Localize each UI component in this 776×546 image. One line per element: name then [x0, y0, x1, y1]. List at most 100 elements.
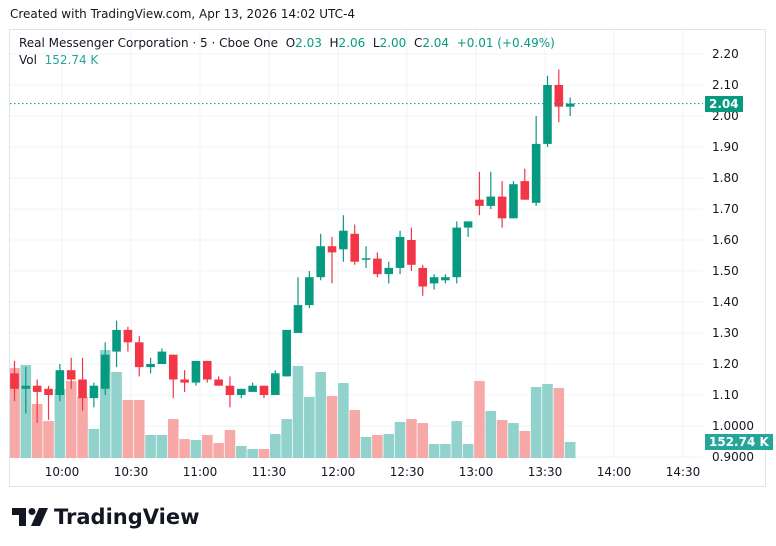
- price-tick-label: 1.40: [712, 295, 739, 309]
- volume-bar: [542, 383, 553, 458]
- candle-up: [543, 85, 552, 144]
- volume-bar: [485, 410, 497, 458]
- candle-down: [554, 85, 564, 107]
- volume-bar: [338, 383, 349, 458]
- time-tick-label: 14:30: [665, 465, 701, 479]
- candle-down: [225, 385, 235, 395]
- volume-bar: [326, 396, 338, 458]
- volume-bar: [496, 419, 508, 458]
- candle-down: [168, 354, 178, 380]
- time-tick-label: 13:30: [527, 465, 563, 479]
- volume-bar: [428, 443, 440, 458]
- candle-down: [418, 267, 428, 287]
- volume-bar: [31, 403, 43, 458]
- volume-bar: [270, 434, 281, 458]
- candle-up: [441, 277, 450, 281]
- candle-up: [282, 329, 291, 377]
- chart-frame: [9, 29, 766, 487]
- candle-down: [497, 196, 507, 219]
- price-tick-label: 1.70: [712, 202, 739, 216]
- time-tick-label: 12:30: [389, 465, 425, 479]
- tradingview-logo[interactable]: TradingView: [12, 505, 199, 529]
- candle-up: [305, 277, 314, 306]
- candle-down: [475, 199, 484, 206]
- tradingview-logo-icon: [12, 508, 48, 526]
- volume-bar: [372, 434, 383, 458]
- candle-up: [271, 373, 280, 395]
- legend-volume-row: Vol 152.74 K: [19, 52, 555, 69]
- candle-up: [361, 258, 371, 260]
- candle-down: [259, 385, 269, 395]
- legend-ohlc-row: Real Messenger Corporation · 5 · Cboe On…: [19, 35, 555, 52]
- created-with-caption: Created with TradingView.com, Apr 13, 20…: [10, 7, 356, 21]
- volume-bar: [236, 445, 247, 458]
- price-tick-label: 1.0000: [712, 419, 754, 433]
- price-tick-label: 1.50: [712, 264, 739, 278]
- volume-bar: [133, 399, 145, 458]
- volume-bar: [281, 419, 292, 458]
- price-tick-label: 1.30: [712, 326, 739, 340]
- price-tick-label: 1.60: [712, 233, 739, 247]
- candle-down: [10, 373, 19, 389]
- candle-down: [78, 379, 87, 399]
- high-value: 2.06: [338, 36, 366, 50]
- volume-bar: [43, 421, 54, 458]
- candle-up: [486, 196, 496, 206]
- symbol-title[interactable]: Real Messenger Corporation · 5 · Cboe On…: [19, 36, 279, 50]
- volume-bar: [292, 365, 304, 458]
- volume-bar: [519, 430, 531, 458]
- open-value: 2.03: [295, 36, 322, 50]
- volume-bar: [247, 448, 258, 458]
- volume-bar: [10, 367, 20, 458]
- chart-legend: Real Messenger Corporation · 5 · Cboe On…: [19, 35, 555, 69]
- change-value: +0.01 (+0.49%): [456, 36, 555, 50]
- volume-bar: [417, 423, 429, 458]
- candle-up: [157, 351, 167, 364]
- volume-bar: [145, 434, 156, 458]
- candle-up: [21, 385, 31, 389]
- volume-bar: [530, 387, 542, 458]
- candle-down: [373, 258, 382, 275]
- candle-down: [44, 388, 53, 395]
- volume-bar: [77, 396, 88, 458]
- time-tick-label: 10:00: [44, 465, 80, 479]
- volume-bar: [201, 434, 213, 458]
- price-tick-label: 2.20: [712, 47, 739, 61]
- volume-bar: [190, 439, 202, 458]
- candle-up: [565, 103, 575, 107]
- candle-up: [339, 230, 348, 250]
- price-tick-label: 1.80: [712, 171, 739, 185]
- time-tick-label: 12:00: [320, 465, 356, 479]
- candle-up: [395, 236, 405, 268]
- time-tick-label: 13:00: [458, 465, 494, 479]
- volume-bar: [304, 396, 315, 458]
- low-value: 2.00: [379, 36, 407, 50]
- candle-up: [112, 329, 121, 352]
- volume-bar: [88, 428, 100, 458]
- volume-bar: [213, 443, 224, 458]
- volume-bar: [122, 399, 134, 458]
- time-tick-label: 11:30: [251, 465, 287, 479]
- last-volume-badge: 152.74 K: [705, 434, 773, 450]
- volume-bar: [224, 430, 236, 458]
- low-label: L: [372, 36, 380, 50]
- candle-up: [531, 143, 541, 203]
- close-value: 2.04: [422, 36, 450, 50]
- volume-bar: [167, 419, 179, 458]
- last-price-badge: 2.04: [705, 95, 743, 112]
- candle-down: [32, 385, 42, 392]
- volume-bar: [553, 387, 565, 458]
- volume-bar: [383, 434, 395, 458]
- candle-down: [520, 181, 530, 200]
- volume-bar: [564, 441, 576, 458]
- brand-name: TradingView: [54, 505, 200, 529]
- time-tick-label: 10:30: [113, 465, 149, 479]
- candle-up: [89, 385, 99, 399]
- volume-bar: [156, 434, 168, 458]
- candle-down: [214, 379, 223, 386]
- candle-up: [509, 184, 518, 219]
- price-tick-label: 2.10: [712, 78, 739, 92]
- candlestick-plot[interactable]: [10, 30, 703, 458]
- candle-down: [123, 329, 133, 343]
- candle-up: [100, 354, 110, 389]
